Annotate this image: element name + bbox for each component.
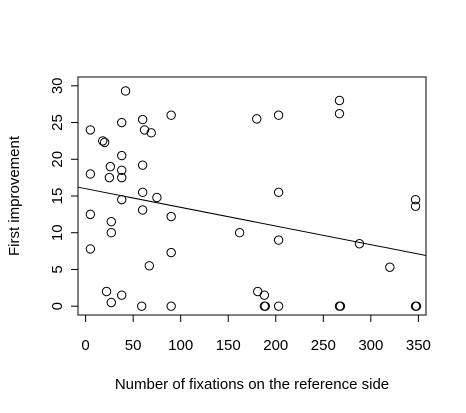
data-point — [252, 114, 262, 124]
data-point — [106, 217, 116, 227]
data-point — [106, 297, 116, 308]
data-point — [117, 290, 127, 300]
x-axis: 0 50 100 150 200 250 300 350 — [81, 315, 431, 354]
plot-frame — [77, 76, 427, 316]
y-axis-title: First improvement — [6, 135, 23, 256]
data-point — [166, 211, 176, 222]
y-tick-label: 5 — [49, 265, 66, 273]
data-points — [85, 86, 422, 311]
data-point — [117, 117, 127, 128]
y-axis: 0 5 10 15 20 25 30 — [49, 77, 78, 310]
y-tick-label: 15 — [49, 188, 66, 205]
data-point — [85, 125, 96, 135]
data-point — [101, 286, 112, 297]
data-point — [259, 290, 270, 300]
data-point — [137, 301, 147, 311]
data-point — [139, 125, 150, 135]
data-point — [117, 172, 127, 183]
data-point — [152, 192, 162, 203]
data-point — [273, 110, 284, 120]
x-tick-label: 150 — [216, 337, 241, 354]
x-tick-label: 0 — [81, 337, 89, 354]
y-tick-label: 20 — [49, 151, 66, 168]
data-point — [117, 150, 127, 161]
y-tick-label: 30 — [49, 77, 66, 94]
x-axis-title: Number of fixations on the reference sid… — [115, 376, 389, 393]
y-tick-label: 0 — [49, 302, 66, 310]
data-point — [104, 172, 115, 183]
data-point — [120, 86, 131, 96]
data-point — [137, 160, 148, 170]
data-point — [144, 261, 155, 271]
data-point — [137, 114, 148, 125]
data-point — [166, 247, 176, 258]
data-point — [137, 205, 148, 215]
y-tick-label: 10 — [49, 224, 66, 241]
data-point — [273, 235, 284, 245]
data-point — [99, 137, 110, 148]
data-point — [273, 187, 284, 198]
data-point — [106, 228, 116, 238]
data-point — [335, 301, 346, 311]
data-point — [117, 165, 127, 175]
data-point — [98, 136, 108, 146]
data-point — [334, 109, 345, 119]
data-point — [137, 187, 148, 198]
x-tick-label: 50 — [125, 337, 142, 354]
data-point — [354, 239, 365, 249]
x-tick-label: 300 — [358, 337, 383, 354]
data-point — [85, 244, 96, 254]
data-point — [260, 301, 271, 311]
data-point — [234, 228, 245, 238]
data-point — [411, 301, 422, 311]
x-tick-label: 100 — [168, 337, 193, 354]
x-tick-label: 350 — [406, 337, 431, 354]
data-point — [105, 161, 116, 172]
data-point — [334, 95, 345, 106]
data-point — [166, 301, 176, 311]
data-point — [410, 201, 421, 211]
trend-line — [77, 186, 427, 256]
data-point — [385, 262, 395, 272]
data-point — [85, 169, 96, 179]
data-point — [273, 301, 284, 311]
y-tick-label: 25 — [49, 114, 66, 131]
data-point — [410, 194, 421, 205]
x-tick-label: 250 — [311, 337, 336, 354]
x-tick-label: 200 — [263, 337, 288, 354]
data-point — [166, 110, 176, 120]
data-point — [85, 209, 96, 220]
data-point — [146, 128, 156, 138]
